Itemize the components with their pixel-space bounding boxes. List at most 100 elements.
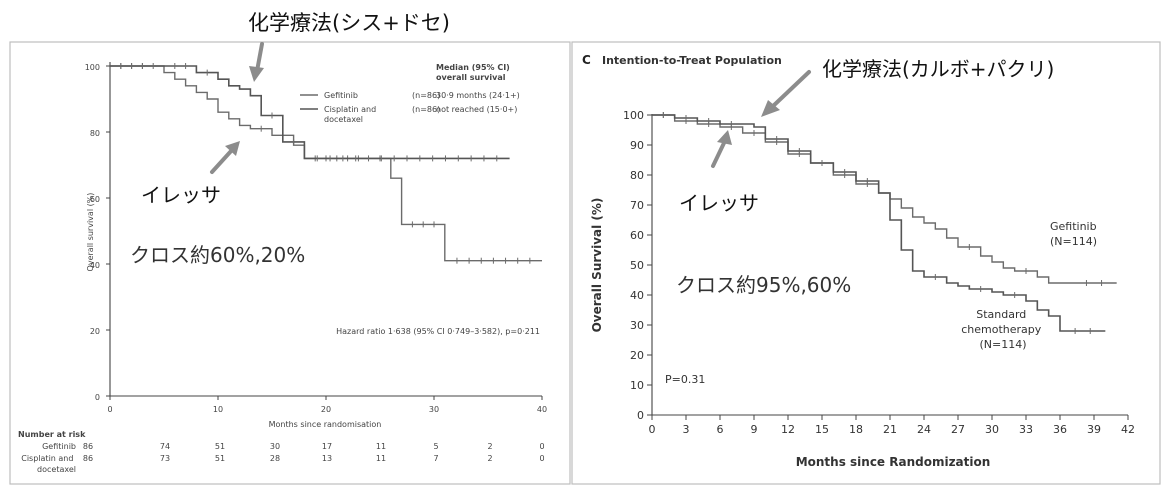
series-label-chemo-line1: Standard bbox=[976, 308, 1026, 321]
series-line-standard-chemotherapy bbox=[652, 114, 1106, 332]
y-tick-label: 20 bbox=[90, 327, 100, 336]
right-x-axis-label: Months since Randomization bbox=[796, 455, 991, 469]
x-tick-label: 36 bbox=[1053, 423, 1067, 436]
left-hazard-ratio: Hazard ratio 1·638 (95% CI 0·749–3·582),… bbox=[336, 327, 540, 336]
risk-cell: 2 bbox=[487, 454, 492, 463]
risk-table-header: Number at risk bbox=[18, 430, 86, 439]
x-tick-label: 0 bbox=[107, 405, 112, 414]
x-tick-label: 42 bbox=[1121, 423, 1135, 436]
x-tick-label: 39 bbox=[1087, 423, 1101, 436]
risk-row-label-cisplatin-line1: Cisplatin and bbox=[21, 454, 73, 463]
right-iressa-annotation: イレッサ bbox=[679, 191, 759, 215]
arrow-left-chemo bbox=[249, 42, 264, 82]
risk-cell: 74 bbox=[160, 442, 170, 451]
series-label-chemo-line3: (N=114) bbox=[979, 338, 1026, 351]
legend-label-cisplatin-line2: docetaxel bbox=[324, 115, 363, 124]
risk-cell: 30 bbox=[270, 442, 280, 451]
y-tick-label: 0 bbox=[95, 393, 100, 402]
risk-cell: 86 bbox=[83, 454, 93, 463]
x-tick-label: 6 bbox=[717, 423, 724, 436]
risk-cell: 73 bbox=[160, 454, 170, 463]
legend-median-gefitinib: 30·9 months (24·1+) bbox=[436, 91, 520, 100]
legend-median-cisplatin: not reached (15·0+) bbox=[436, 105, 517, 114]
left-chart: Overall survival (%) Months since random… bbox=[18, 62, 547, 474]
left-legend-header-1: Median (95% CI) bbox=[436, 63, 510, 72]
x-tick-label: 9 bbox=[751, 423, 758, 436]
risk-row-label-cisplatin-line2: docetaxel bbox=[37, 465, 76, 474]
x-tick-label: 33 bbox=[1019, 423, 1033, 436]
risk-cell: 17 bbox=[322, 442, 332, 451]
legend-label-gefitinib: Gefitinib bbox=[324, 91, 358, 100]
x-tick-label: 3 bbox=[683, 423, 690, 436]
x-tick-label: 21 bbox=[883, 423, 897, 436]
left-x-axis-label: Months since randomisation bbox=[269, 420, 382, 429]
y-tick-label: 100 bbox=[623, 109, 644, 122]
risk-cell: 11 bbox=[376, 454, 386, 463]
y-tick-label: 60 bbox=[90, 195, 100, 204]
left-cross-annotation: クロス約60%,20% bbox=[130, 243, 305, 267]
y-tick-label: 10 bbox=[630, 379, 644, 392]
series-line-cisplatin-and-docetaxel bbox=[110, 65, 510, 160]
risk-cell: 86 bbox=[83, 442, 93, 451]
risk-cell: 28 bbox=[270, 454, 280, 463]
risk-cell: 51 bbox=[215, 454, 225, 463]
left-iressa-annotation: イレッサ bbox=[141, 183, 221, 207]
y-tick-label: 0 bbox=[637, 409, 644, 422]
right-panel-border bbox=[571, 41, 1161, 485]
risk-cell: 11 bbox=[376, 442, 386, 451]
risk-cell: 0 bbox=[539, 454, 544, 463]
risk-cell: 7 bbox=[433, 454, 438, 463]
right-chemo-annotation: 化学療法(カルボ+パクリ) bbox=[822, 57, 1054, 81]
y-tick-label: 40 bbox=[90, 261, 100, 270]
series-label-chemo: Standard chemotherapy (N=114) bbox=[961, 308, 1045, 351]
right-p-value: P=0.31 bbox=[665, 373, 705, 386]
risk-cell: 5 bbox=[433, 442, 438, 451]
risk-cell: 13 bbox=[322, 454, 332, 463]
y-tick-label: 100 bbox=[85, 63, 100, 72]
y-tick-label: 50 bbox=[630, 259, 644, 272]
series-label-chemo-line2: chemotherapy bbox=[961, 323, 1042, 336]
right-panel-letter: C bbox=[582, 53, 591, 67]
y-tick-label: 30 bbox=[630, 319, 644, 332]
x-tick-label: 24 bbox=[917, 423, 931, 436]
series-label-gefitinib-line2: (N=114) bbox=[1050, 235, 1097, 248]
risk-cell: 51 bbox=[215, 442, 225, 451]
x-tick-label: 40 bbox=[537, 405, 547, 414]
left-chemo-annotation: 化学療法(シス+ドセ) bbox=[248, 11, 450, 35]
series-label-gefitinib: Gefitinib (N=114) bbox=[1050, 220, 1100, 248]
y-tick-label: 80 bbox=[90, 129, 100, 138]
y-tick-label: 90 bbox=[630, 139, 644, 152]
right-y-axis-label: Overall Survival (%) bbox=[590, 198, 604, 333]
x-tick-label: 12 bbox=[781, 423, 795, 436]
right-cross-annotation: クロス約95%,60% bbox=[676, 273, 851, 297]
legend-n-cisplatin: (n=86) bbox=[412, 105, 440, 114]
x-tick-label: 27 bbox=[951, 423, 965, 436]
arrow-right-iressa bbox=[711, 130, 732, 168]
left-panel-border bbox=[9, 41, 571, 485]
x-tick-label: 18 bbox=[849, 423, 863, 436]
series-label-gefitinib-line1: Gefitinib bbox=[1050, 220, 1097, 233]
x-tick-label: 0 bbox=[649, 423, 656, 436]
x-tick-label: 10 bbox=[213, 405, 223, 414]
risk-row-label-cisplatin: Cisplatin and docetaxel bbox=[21, 454, 76, 474]
series-line-gefitinib bbox=[110, 65, 542, 262]
risk-cell: 0 bbox=[539, 442, 544, 451]
legend-label-cisplatin-line1: Cisplatin and bbox=[324, 105, 376, 114]
risk-row-label-gefitinib: Gefitinib bbox=[42, 442, 76, 451]
right-chart-title: Intention-to-Treat Population bbox=[602, 54, 782, 67]
x-tick-label: 30 bbox=[429, 405, 439, 414]
y-tick-label: 70 bbox=[630, 199, 644, 212]
left-y-axis-label: Overall survival (%) bbox=[86, 193, 95, 272]
y-tick-label: 60 bbox=[630, 229, 644, 242]
left-legend-header-2: overall survival bbox=[436, 73, 506, 82]
y-tick-label: 40 bbox=[630, 289, 644, 302]
arrow-left-iressa bbox=[210, 141, 240, 174]
x-tick-label: 30 bbox=[985, 423, 999, 436]
x-tick-label: 20 bbox=[321, 405, 331, 414]
right-chart: C Intention-to-Treat Population Overall … bbox=[582, 53, 1135, 469]
legend-n-gefitinib: (n=86) bbox=[412, 91, 440, 100]
y-tick-label: 80 bbox=[630, 169, 644, 182]
arrow-right-chemo bbox=[761, 70, 811, 117]
series-line-gefitinib bbox=[652, 114, 1117, 284]
